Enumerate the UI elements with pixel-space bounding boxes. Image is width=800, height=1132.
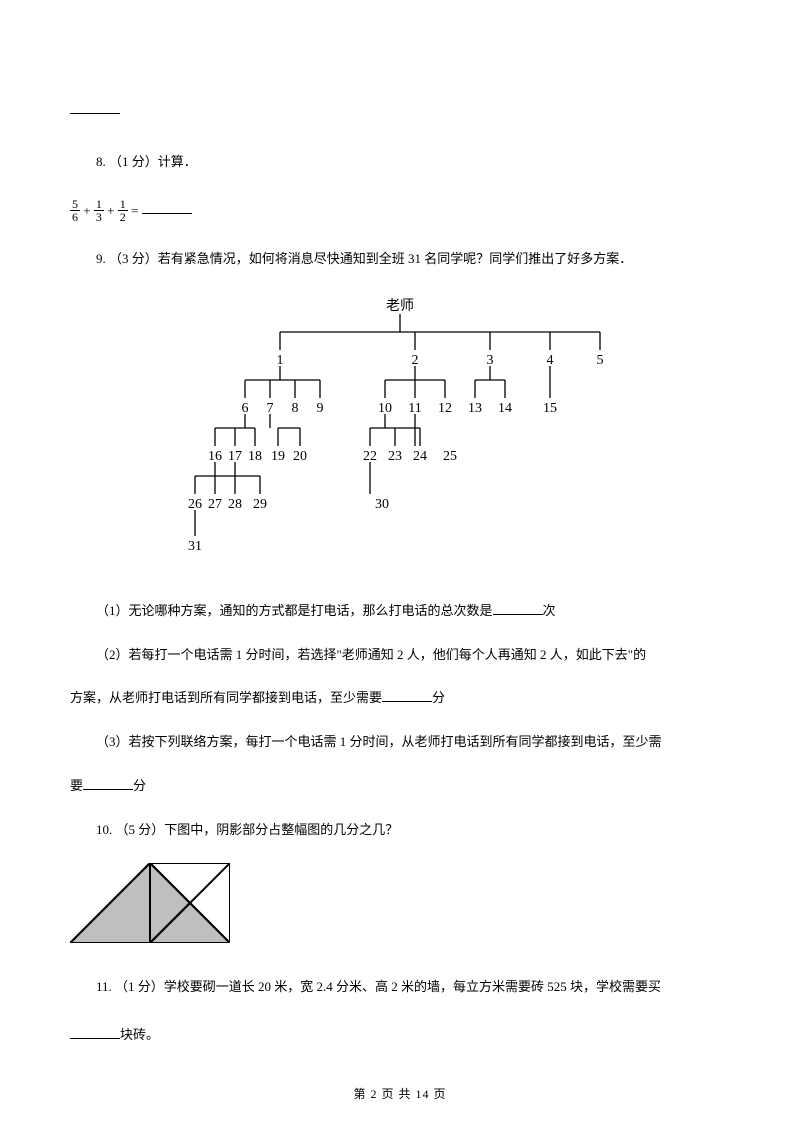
svg-text:19: 19 (271, 449, 285, 464)
svg-text:11: 11 (408, 401, 421, 416)
tree-svg: 老师12345678910111213141516171819202223242… (160, 292, 640, 572)
q11-line1: 11. （1 分）学校要砌一道长 20 米，宽 2.4 分米、高 2 米的墙，每… (70, 972, 730, 1002)
q8-expression: 5 6 + 1 3 + 1 2 = (70, 195, 730, 226)
answer-blank (382, 688, 432, 702)
q10-svg (70, 863, 230, 943)
svg-text:16: 16 (208, 449, 222, 464)
svg-text:12: 12 (438, 401, 452, 416)
q9-sub1: （1）无论哪种方案，通知的方式都是打电话，那么打电话的总次数是 次 (70, 596, 730, 626)
fraction-den: 6 (70, 211, 80, 223)
fraction-2: 1 3 (94, 198, 104, 223)
q9-sub1-b: 次 (543, 603, 556, 618)
plus-sign: + (83, 203, 94, 218)
svg-text:25: 25 (443, 449, 457, 464)
q9-sub2-b: 方案，从老师打电话到所有同学都接到电话，至少需要 (70, 690, 382, 705)
svg-text:15: 15 (543, 401, 557, 416)
svg-text:20: 20 (293, 449, 307, 464)
svg-text:18: 18 (248, 449, 262, 464)
q11-line2: 块砖。 (70, 1020, 730, 1050)
svg-text:13: 13 (468, 401, 482, 416)
q9-sub2-line1: （2）若每打一个电话需 1 分时间，若选择"老师通知 2 人，他们每个人再通知 … (70, 640, 730, 670)
svg-text:29: 29 (253, 497, 267, 512)
q9-sub3-b: 要 (70, 778, 83, 793)
svg-text:31: 31 (188, 539, 202, 554)
svg-text:14: 14 (498, 401, 512, 416)
answer-blank (142, 200, 192, 214)
svg-text:30: 30 (375, 497, 389, 512)
svg-text:5: 5 (597, 353, 604, 368)
q9-sub2-c: 分 (432, 690, 445, 705)
svg-text:10: 10 (378, 401, 392, 416)
svg-text:4: 4 (547, 353, 554, 368)
q9-sub3-c: 分 (133, 778, 146, 793)
q9-text: 9. （3 分）若有紧急情况，如何将消息尽快通知到全班 31 名同学呢？同学们推… (70, 244, 730, 274)
svg-text:1: 1 (277, 353, 284, 368)
svg-text:6: 6 (242, 401, 249, 416)
svg-text:9: 9 (317, 401, 324, 416)
fraction-1: 5 6 (70, 198, 80, 223)
q9-sub3-line1: （3）若按下列联络方案，每打一个电话需 1 分时间，从老师打电话到所有同学都接到… (70, 727, 730, 757)
svg-text:老师: 老师 (386, 298, 414, 314)
svg-text:27: 27 (208, 497, 222, 512)
equals-sign: = (131, 203, 138, 218)
leading-blank (70, 100, 730, 147)
svg-text:22: 22 (363, 449, 377, 464)
page-footer: 第 2 页 共 14 页 (0, 1085, 800, 1102)
q9-sub2-line2: 方案，从老师打电话到所有同学都接到电话，至少需要 分 (70, 683, 730, 713)
q10-text: 10. （5 分）下图中，阴影部分占整幅图的几分之几？ (70, 815, 730, 845)
answer-blank (70, 1025, 120, 1039)
svg-text:2: 2 (412, 353, 419, 368)
svg-text:23: 23 (388, 449, 402, 464)
fraction-3: 1 2 (118, 198, 128, 223)
svg-text:17: 17 (228, 449, 242, 464)
svg-text:8: 8 (292, 401, 299, 416)
fraction-den: 2 (118, 211, 128, 223)
answer-blank (83, 776, 133, 790)
svg-text:26: 26 (188, 497, 202, 512)
svg-text:24: 24 (413, 449, 427, 464)
q9-sub3-line2: 要分 (70, 771, 730, 801)
fraction-den: 3 (94, 211, 104, 223)
plus-sign: + (107, 203, 118, 218)
svg-text:3: 3 (487, 353, 494, 368)
q10-figure (70, 863, 730, 954)
q8-text: 8. （1 分）计算． (70, 147, 730, 177)
svg-text:28: 28 (228, 497, 242, 512)
q11-b: 块砖。 (120, 1027, 159, 1042)
q9-sub1-a: （1）无论哪种方案，通知的方式都是打电话，那么打电话的总次数是 (96, 603, 493, 618)
q9-tree-diagram: 老师12345678910111213141516171819202223242… (70, 292, 730, 572)
svg-text:7: 7 (267, 401, 274, 416)
answer-blank (493, 601, 543, 615)
